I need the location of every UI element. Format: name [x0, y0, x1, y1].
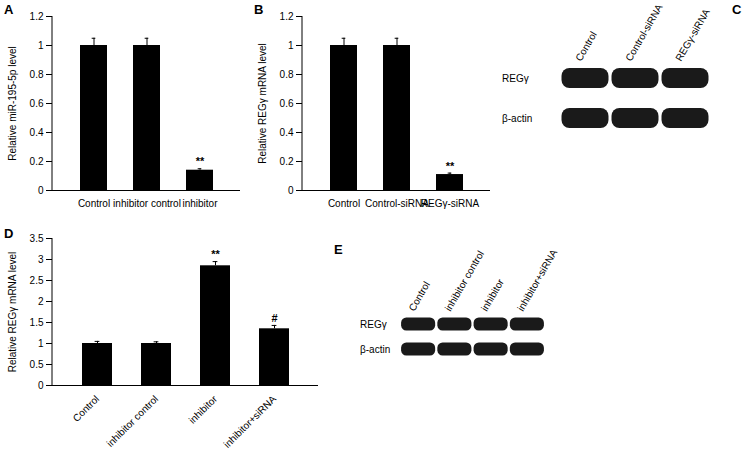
html-text:C: C	[732, 2, 742, 17]
svg-text:inhibitor control: inhibitor control	[113, 198, 181, 209]
svg-text:0.6: 0.6	[280, 98, 294, 109]
html-text:A: A	[4, 2, 14, 17]
svg-text:Control: Control	[78, 198, 110, 209]
svg-text:0.2: 0.2	[30, 156, 44, 167]
svg-text:REGγ: REGγ	[360, 319, 387, 330]
svg-text:**: **	[446, 160, 455, 172]
svg-text:**: **	[196, 155, 205, 167]
svg-text:0: 0	[38, 185, 44, 196]
svg-text:1: 1	[38, 338, 44, 349]
svg-text:1: 1	[288, 40, 294, 51]
svg-text:β-actin: β-actin	[360, 344, 390, 355]
svg-text:inhibitor: inhibitor	[479, 277, 506, 313]
svg-text:Control: Control	[328, 198, 360, 209]
svg-text:2: 2	[38, 296, 44, 307]
svg-text:1.2: 1.2	[30, 11, 44, 22]
svg-text:β-actin: β-actin	[502, 113, 532, 124]
html-text:B: B	[254, 2, 264, 17]
svg-text:#: #	[271, 312, 277, 324]
svg-text:3.5: 3.5	[30, 233, 44, 244]
svg-text:3: 3	[38, 254, 44, 265]
svg-text:0.5: 0.5	[30, 359, 44, 370]
svg-text:0.8: 0.8	[30, 69, 44, 80]
svg-text:inhibitor: inhibitor	[182, 198, 218, 209]
svg-text:Control: Control	[71, 393, 102, 424]
html-text:E: E	[334, 242, 343, 257]
svg-text:inhibitor+siRNA: inhibitor+siRNA	[221, 393, 278, 450]
svg-text:Relative REGγ mRNA level: Relative REGγ mRNA level	[257, 43, 268, 164]
svg-text:Control: Control	[406, 280, 432, 313]
svg-text:Relative miR-195-5p level: Relative miR-195-5p level	[7, 46, 18, 161]
svg-text:0.6: 0.6	[30, 98, 44, 109]
svg-text:2.5: 2.5	[30, 275, 44, 286]
svg-text:Control: Control	[573, 30, 599, 63]
svg-text:**: **	[211, 248, 220, 260]
svg-text:REGγ: REGγ	[502, 73, 529, 84]
svg-text:0.4: 0.4	[280, 127, 294, 138]
svg-text:REGγ-siRNA: REGγ-siRNA	[673, 7, 712, 63]
svg-text:Control-siRNA: Control-siRNA	[365, 198, 429, 209]
svg-text:inhibitor+siRNA: inhibitor+siRNA	[515, 247, 559, 313]
svg-text:1: 1	[38, 40, 44, 51]
svg-text:Relative REGγ mRNA level: Relative REGγ mRNA level	[7, 252, 18, 373]
svg-text:Control-siRNA: Control-siRNA	[623, 2, 665, 63]
svg-text:inhibitor: inhibitor	[187, 393, 220, 426]
svg-text:inhibitor control: inhibitor control	[443, 249, 486, 313]
svg-text:1.2: 1.2	[280, 11, 294, 22]
svg-text:1.5: 1.5	[30, 317, 44, 328]
svg-text:0.4: 0.4	[30, 127, 44, 138]
svg-text:REGγ-siRNA: REGγ-siRNA	[421, 198, 480, 209]
svg-text:0: 0	[38, 380, 44, 391]
svg-text:0.8: 0.8	[280, 69, 294, 80]
svg-text:0.2: 0.2	[280, 156, 294, 167]
svg-text:inhibitor control: inhibitor control	[104, 393, 160, 449]
svg-text:0: 0	[288, 185, 294, 196]
html-text:D: D	[4, 226, 14, 241]
